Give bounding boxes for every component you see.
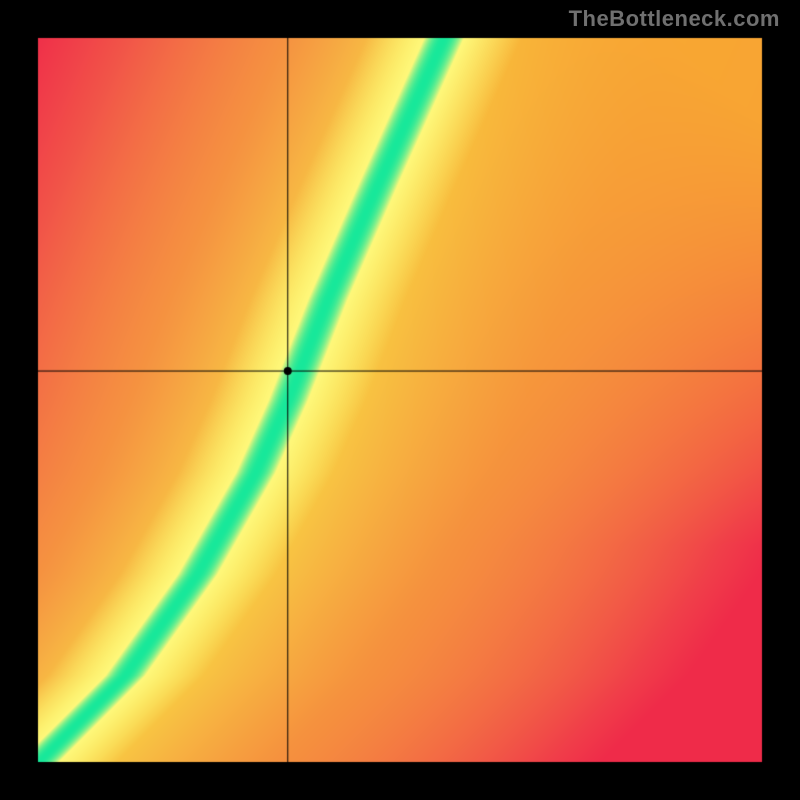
watermark-text: TheBottleneck.com <box>569 6 780 32</box>
chart-container: TheBottleneck.com <box>0 0 800 800</box>
bottleneck-heatmap <box>0 0 800 800</box>
